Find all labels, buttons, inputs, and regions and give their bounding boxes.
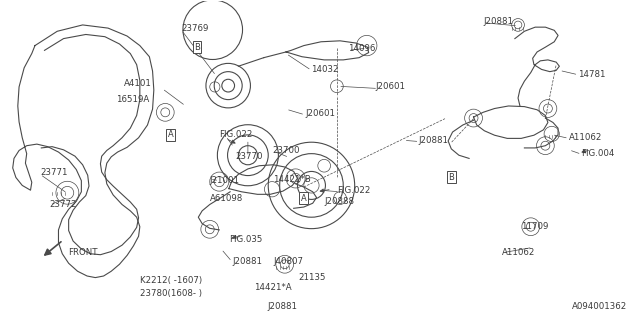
Text: FIG.022: FIG.022 [220, 130, 253, 139]
Text: 11709: 11709 [521, 222, 548, 231]
Text: J20888: J20888 [324, 197, 354, 206]
Text: B: B [449, 173, 454, 182]
Text: 14421*B: 14421*B [273, 175, 311, 184]
Text: FRONT: FRONT [68, 248, 97, 257]
Text: 14096: 14096 [348, 44, 376, 52]
Text: 14781: 14781 [579, 70, 606, 79]
Text: J20601: J20601 [375, 83, 405, 92]
Text: J21001: J21001 [210, 176, 240, 185]
Text: 16519A: 16519A [116, 95, 150, 104]
Text: A11062: A11062 [569, 133, 602, 142]
Text: A: A [168, 130, 173, 139]
Text: 21135: 21135 [299, 273, 326, 282]
Text: J20881: J20881 [267, 302, 297, 311]
Text: J40807: J40807 [273, 257, 303, 266]
Text: J20881: J20881 [483, 17, 513, 26]
Text: J20881: J20881 [232, 257, 262, 266]
Text: 23780(1608- ): 23780(1608- ) [140, 289, 202, 298]
Text: A4101: A4101 [124, 79, 152, 88]
Text: 23770: 23770 [235, 152, 262, 161]
Text: A: A [301, 194, 307, 203]
Text: J20601: J20601 [305, 109, 335, 118]
Text: 14421*A: 14421*A [254, 283, 292, 292]
Text: 14032: 14032 [312, 65, 339, 74]
Text: 23771: 23771 [40, 168, 68, 177]
Text: FIG.035: FIG.035 [229, 235, 262, 244]
Text: A61098: A61098 [210, 194, 243, 203]
Text: FIG.004: FIG.004 [582, 149, 615, 158]
Text: K2212( -1607): K2212( -1607) [140, 276, 202, 285]
Text: A11062: A11062 [502, 248, 536, 257]
Text: J20881: J20881 [419, 136, 448, 145]
Text: 23700: 23700 [272, 146, 300, 155]
Text: 23769: 23769 [181, 24, 209, 33]
Text: A094001362: A094001362 [572, 302, 627, 311]
Text: FIG.022: FIG.022 [337, 186, 371, 195]
Text: 23772: 23772 [49, 200, 77, 209]
Text: B: B [194, 43, 200, 52]
